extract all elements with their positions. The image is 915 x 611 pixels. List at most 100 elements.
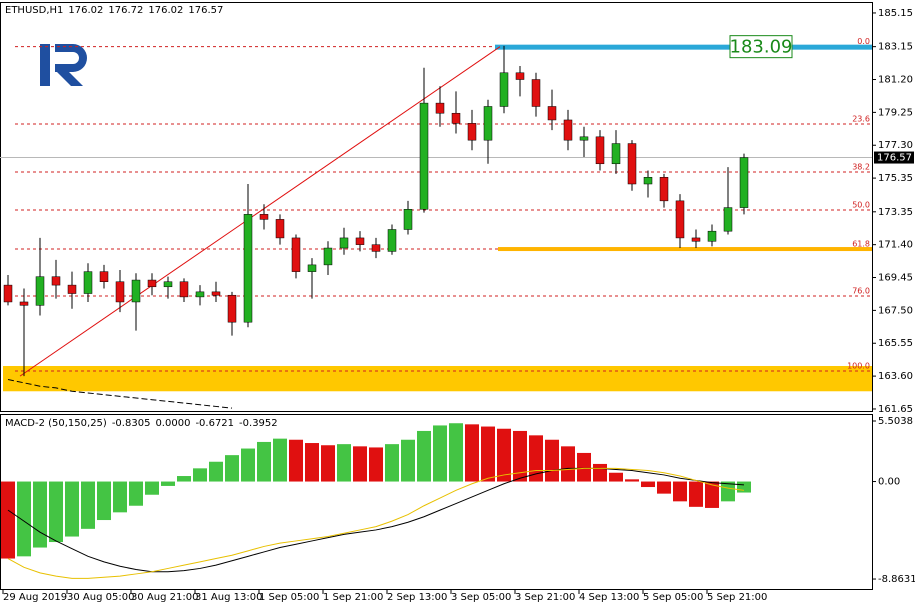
histogram-bar <box>433 425 447 482</box>
x-tick-label: 2 Sep 13:00 <box>387 592 447 603</box>
x-tick-label: 5 Sep 21:00 <box>707 592 767 603</box>
y-tick-label: 5.5038 <box>878 416 913 427</box>
macd-line <box>7 467 745 579</box>
candle-body <box>611 143 621 165</box>
histogram-bar <box>225 455 239 482</box>
x-tick-label: 31 Aug 13:00 <box>195 592 262 603</box>
histogram-bar <box>113 481 127 513</box>
header-value: -0.6721 <box>195 418 234 429</box>
header-value: -0.8305 <box>112 418 151 429</box>
histogram-bar <box>641 481 655 488</box>
histogram-bar <box>193 468 207 482</box>
histogram-bar <box>705 481 719 508</box>
x-tick-label: 3 Sep 05:00 <box>451 592 511 603</box>
candle-body <box>739 157 749 208</box>
fib-label: 50.0 <box>852 200 870 209</box>
histogram-bar <box>49 481 63 543</box>
candle-body <box>483 106 493 141</box>
main-frame <box>0 2 873 412</box>
histogram-bar <box>465 424 479 482</box>
histogram-bar <box>241 448 255 482</box>
candle-body <box>211 291 221 296</box>
x-tick-label: 29 Aug 2019 <box>3 592 67 603</box>
histogram-bar <box>417 430 431 482</box>
candle-body <box>403 209 413 230</box>
candle-body <box>499 72 509 107</box>
candle-body <box>579 136 589 141</box>
fib-label: 76.0 <box>852 287 870 296</box>
x-tick-label: 1 Sep 21:00 <box>323 592 383 603</box>
candle-body <box>131 279 141 303</box>
candle-body <box>259 214 269 220</box>
header-value: 176.57 <box>188 5 223 16</box>
histogram-bar <box>65 481 79 537</box>
histogram-bar <box>129 481 143 506</box>
candle-body <box>515 72 525 80</box>
y-tick-label: 169.45 <box>878 273 913 284</box>
candle-body <box>323 247 333 266</box>
histogram-bar <box>721 481 735 502</box>
histogram-bar <box>1 481 15 559</box>
histogram-bar <box>529 435 543 482</box>
header-value: -0.3952 <box>239 418 278 429</box>
y-tick-label: 181.20 <box>878 75 913 86</box>
current-price-label: 176.57 <box>877 153 912 164</box>
histogram-bar <box>689 481 703 507</box>
y-tick-label: -8.8631 <box>878 574 915 585</box>
histogram-bar <box>401 439 415 482</box>
candle-body <box>595 136 605 165</box>
dashed-line <box>7 378 233 409</box>
histogram-bar <box>353 446 367 482</box>
y-tick-label: 179.25 <box>878 107 913 118</box>
chart-header: ETHUSD,H1 176.02 176.72 176.02 176.57 <box>5 5 223 16</box>
resistance-line <box>495 44 872 50</box>
x-tick-label: 4 Sep 13:00 <box>579 592 639 603</box>
histogram-bar <box>273 438 287 482</box>
candle-body <box>163 281 173 288</box>
candle-body <box>691 237 701 242</box>
candle-body <box>355 237 365 245</box>
histogram-bar <box>161 481 175 486</box>
fib-label: 61.8 <box>852 240 870 249</box>
indicator-name: MACD-2 (50,150,25) <box>5 418 107 429</box>
y-tick-label: 167.50 <box>878 305 913 316</box>
candle-body <box>99 271 109 282</box>
candle-body <box>291 237 301 272</box>
candle-body <box>467 123 477 141</box>
candle-body <box>115 281 125 303</box>
candle-body <box>3 284 13 303</box>
x-tick-label: 30 Aug 21:00 <box>131 592 198 603</box>
header-value: 0.0000 <box>155 418 190 429</box>
candle-body <box>435 102 445 114</box>
y-tick-label: 171.40 <box>878 240 913 251</box>
fib-label: 23.6 <box>852 115 870 124</box>
y-tick-label: 161.65 <box>878 404 913 415</box>
candle-body <box>227 294 237 323</box>
histogram-bar <box>385 444 399 482</box>
histogram-bar <box>593 463 607 482</box>
histogram-bar <box>337 444 351 482</box>
x-tick-label: 3 Sep 21:00 <box>515 592 575 603</box>
candle-body <box>67 284 77 294</box>
histogram-bar <box>177 476 191 482</box>
candle-body <box>51 276 61 286</box>
candle-body <box>339 237 349 249</box>
x-tick-label: 5 Sep 05:00 <box>643 592 703 603</box>
macd-header: MACD-2 (50,150,25) -0.8305 0.0000 -0.6721 -0… <box>5 418 278 429</box>
histogram-bar <box>449 423 463 482</box>
target-line <box>498 247 872 252</box>
y-tick-label: 177.30 <box>878 140 913 151</box>
candle-body <box>147 279 157 288</box>
histogram-bar <box>81 481 95 529</box>
support-zone <box>3 365 872 392</box>
x-tick-label: 1 Sep 05:00 <box>259 592 319 603</box>
histogram-bar <box>513 430 527 482</box>
candle-body <box>243 214 253 323</box>
candle-body <box>451 112 461 124</box>
histogram-bar <box>97 481 111 521</box>
histogram-bar <box>145 481 159 495</box>
annotation: 183.09 <box>730 37 793 58</box>
y-tick-label: 175.35 <box>878 173 913 184</box>
histogram-bar <box>737 481 751 493</box>
